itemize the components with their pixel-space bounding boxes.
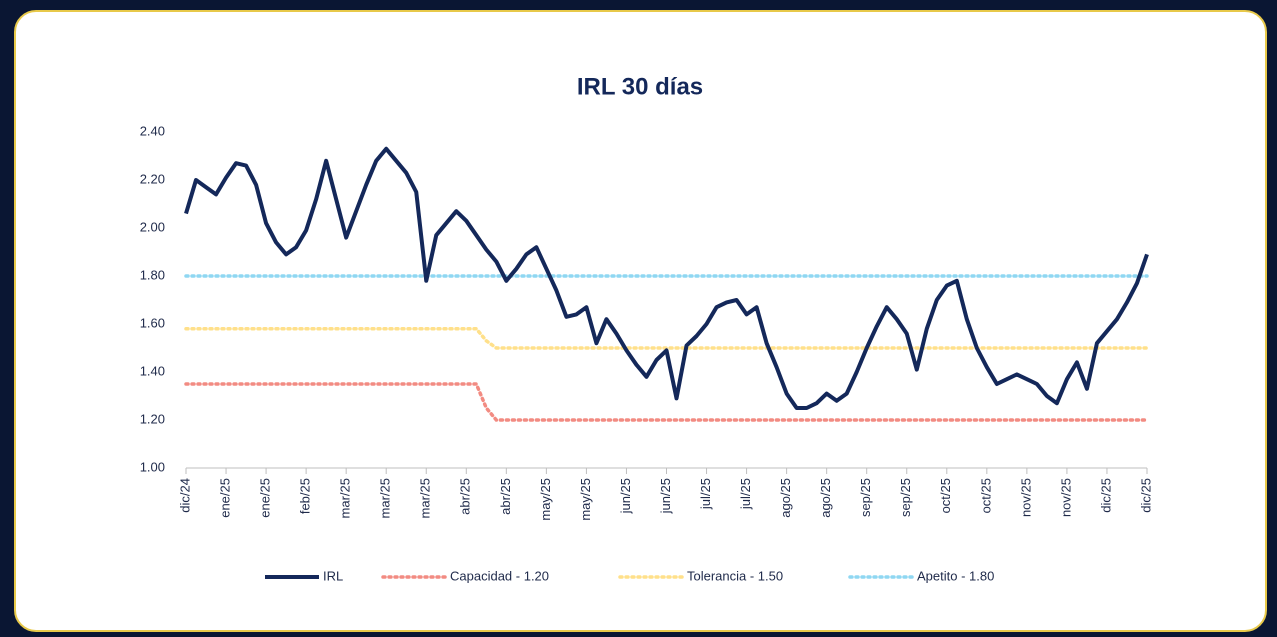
y-tick-label: 1.60 [140, 315, 165, 330]
x-tick-label: nov/25 [1058, 478, 1073, 517]
x-tick-label: may/25 [538, 478, 553, 521]
x-tick-label: ene/25 [217, 478, 232, 518]
legend-label: Apetito - 1.80 [917, 568, 994, 583]
series-line [184, 146, 1149, 410]
x-tick-label: sep/25 [898, 478, 913, 517]
x-tick-label: mar/25 [378, 478, 393, 518]
x-tick-label: mar/25 [338, 478, 353, 518]
x-tick-label: ene/25 [258, 478, 273, 518]
x-tick-label: nov/25 [1018, 478, 1033, 517]
y-tick-label: 2.20 [140, 171, 165, 186]
x-tick-label: dic/25 [1098, 478, 1113, 513]
x-tick-label: mar/25 [418, 478, 433, 518]
x-tick-label: feb/25 [298, 478, 313, 514]
x-tick-label: abr/25 [498, 478, 513, 515]
series-line [184, 327, 1149, 350]
y-tick-label: 1.40 [140, 363, 165, 378]
card [14, 10, 1267, 632]
x-tick-label: jun/25 [618, 478, 633, 514]
chart-title: IRL 30 días [577, 73, 703, 100]
legend-label: Capacidad - 1.20 [450, 568, 549, 583]
y-tick-label: 2.00 [140, 219, 165, 234]
legend-label: IRL [323, 568, 343, 583]
x-tick-label: jun/25 [658, 478, 673, 514]
x-tick-label: ago/25 [818, 478, 833, 518]
x-tick-label: dic/25 [1138, 478, 1153, 513]
x-tick-label: jul/25 [698, 478, 713, 510]
x-tick-label: abr/25 [458, 478, 473, 515]
x-tick-label: oct/25 [938, 478, 953, 513]
y-tick-label: 1.20 [140, 411, 165, 426]
x-tick-label: may/25 [578, 478, 593, 521]
y-tick-label: 2.40 [140, 123, 165, 138]
x-tick-label: oct/25 [978, 478, 993, 513]
x-tick-label: sep/25 [858, 478, 873, 517]
x-tick-label: jul/25 [738, 478, 753, 510]
legend-label: Tolerancia - 1.50 [687, 568, 783, 583]
x-tick-label: ago/25 [778, 478, 793, 518]
y-tick-label: 1.80 [140, 267, 165, 282]
series-line [184, 382, 1149, 422]
x-tick-label: dic/24 [177, 478, 192, 513]
y-tick-label: 1.00 [140, 459, 165, 474]
